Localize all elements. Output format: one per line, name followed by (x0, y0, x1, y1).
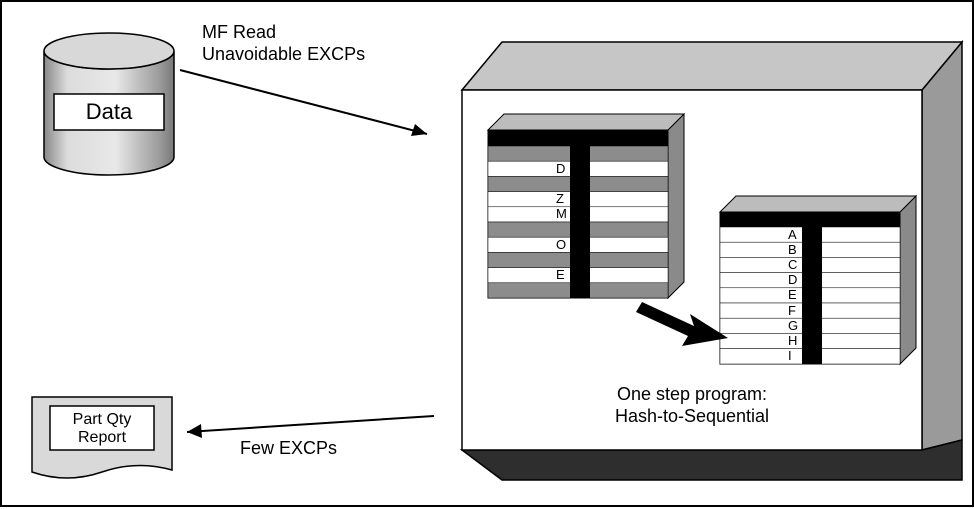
arrow-output: Few EXCPs (187, 416, 434, 458)
seq-row-label: G (788, 318, 798, 333)
seq-row-label: B (788, 242, 797, 257)
cylinder-label: Data (86, 99, 133, 124)
report-label1: Part Qty (73, 411, 132, 428)
report-doc: Part Qty Report (32, 397, 172, 478)
arrow1-label1: MF Read (202, 22, 276, 42)
box-caption1: One step program: (617, 384, 767, 404)
diagram-canvas: Data MF Read Unavoidable EXCPs Part Qty … (2, 2, 974, 509)
seq-row-label: A (788, 227, 797, 242)
arrow2-label: Few EXCPs (240, 438, 337, 458)
data-cylinder: Data (44, 33, 174, 175)
hash-row-label: E (556, 267, 565, 282)
seq-row-label: F (788, 303, 796, 318)
seq-row-label: C (788, 257, 797, 272)
hash-table-block: D Z M O E (488, 114, 684, 298)
seq-table-block: A B C D E F G H I (720, 196, 916, 364)
report-label2: Report (78, 429, 127, 446)
arrow-read: MF Read Unavoidable EXCPs (180, 22, 427, 136)
seq-row-label: D (788, 272, 797, 287)
hash-row-label: M (556, 206, 567, 221)
seq-row-label: H (788, 333, 797, 348)
seq-row-label: I (788, 348, 792, 363)
seq-row-label: E (788, 287, 797, 302)
hash-row-label: Z (556, 191, 564, 206)
arrow1-label2: Unavoidable EXCPs (202, 44, 365, 64)
box-caption2: Hash-to-Sequential (615, 406, 769, 426)
hash-row-label: D (556, 161, 565, 176)
hash-row-label: O (556, 237, 566, 252)
